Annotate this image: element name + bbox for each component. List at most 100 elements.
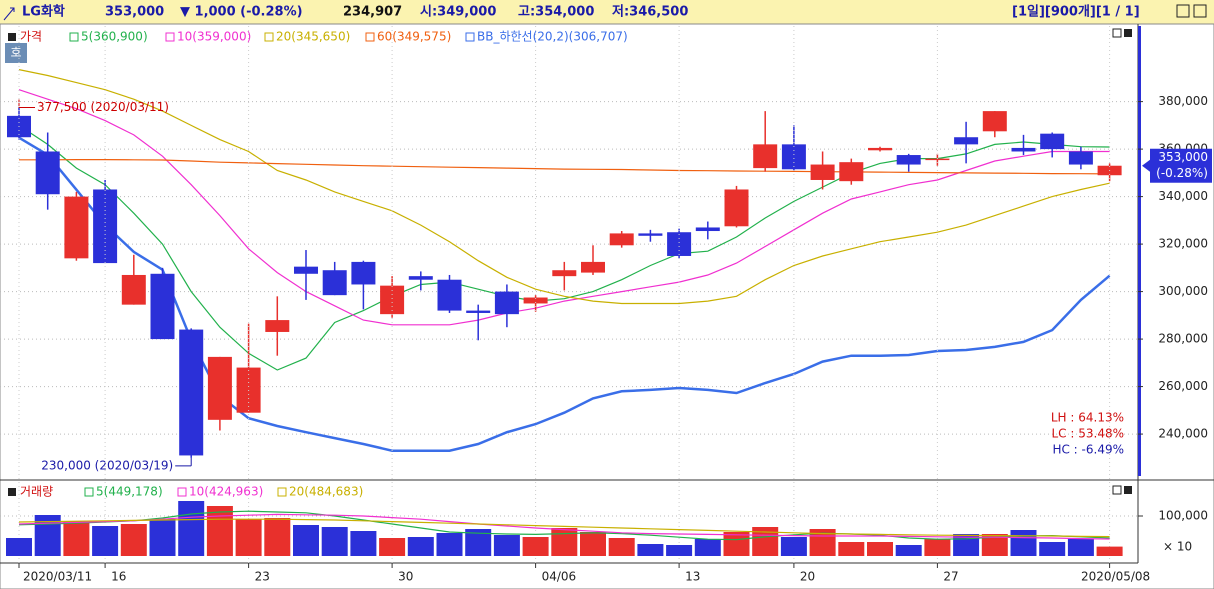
pane-button[interactable] (1124, 29, 1132, 37)
x-tick-label: 2020/05/08 (1081, 570, 1150, 584)
y-tick-label: 380,000 (1158, 94, 1208, 108)
legend-title: 가격 (20, 30, 42, 44)
volume-bar (637, 544, 664, 556)
volume-bar (264, 518, 291, 556)
volume-bar (235, 519, 262, 556)
open: 시:349,000 (420, 5, 496, 20)
ma-line (18, 124, 1110, 371)
volume-bar (666, 545, 693, 556)
legend-icon (177, 487, 187, 497)
candle-body (64, 196, 89, 259)
ask-button[interactable] (5, 43, 27, 63)
legend-icon (8, 33, 16, 41)
legend-icon (8, 488, 16, 496)
candle-body (810, 164, 835, 180)
x-tick-label: 27 (943, 570, 958, 584)
candle-body (724, 189, 749, 227)
x-tick-label: 04/06 (542, 570, 577, 584)
low-marker (175, 457, 192, 467)
ma-line (18, 89, 1110, 326)
legend-entry: BB_하한선(20,2)(306,707) (477, 30, 628, 44)
volume-bar (867, 542, 893, 556)
candle-body (781, 144, 806, 170)
volume-bar (407, 537, 434, 556)
candle-body (581, 261, 605, 273)
high-label: 377,500 (2020/03/11) (37, 100, 169, 114)
candle-body (839, 162, 864, 182)
candle-body (466, 310, 491, 313)
y-tick-label: 100,000 (1158, 509, 1208, 523)
volume-bar (723, 532, 750, 556)
range-stat: LC : 53.48% (1052, 427, 1125, 441)
legend-icon (277, 487, 287, 497)
header-bar (0, 0, 1214, 24)
legend-icon (165, 32, 175, 42)
chart-icon[interactable] (3, 7, 15, 21)
legend-icon (69, 32, 79, 42)
volume-bar (522, 537, 549, 556)
candle-body (954, 137, 979, 145)
legend-entry: 5(360,900) (81, 30, 148, 44)
legend-icon (264, 32, 274, 42)
candle-body (35, 151, 60, 195)
volume-bar (838, 542, 865, 556)
volume-bar (206, 506, 233, 556)
volume-bar (6, 538, 32, 556)
candle-body (380, 285, 405, 315)
candle-body (896, 155, 921, 165)
pane-button[interactable] (1112, 485, 1122, 495)
volume-bar (895, 545, 922, 556)
price-tag (1150, 148, 1212, 183)
ma-line (18, 69, 1110, 305)
price: 353,000 (105, 5, 164, 20)
x-tick-label: 20 (800, 570, 815, 584)
candle-body (753, 144, 778, 169)
frame (0, 23, 1214, 589)
high: 고:354,000 (518, 5, 594, 20)
low-label: 230,000 (2020/03/19) (41, 458, 173, 472)
volume-bar (379, 538, 406, 556)
volume-scale-label: × 10 (1163, 540, 1192, 554)
controls[interactable]: [1일][900개][1 / 1] (1012, 5, 1140, 20)
y-tick-label: 300,000 (1158, 284, 1208, 298)
ask-button-label: 호 (10, 46, 21, 60)
pane-button[interactable] (1112, 28, 1122, 38)
change: ▼ 1,000 (-0.28%) (180, 5, 303, 20)
volume-bar (293, 525, 319, 556)
volume-bar (551, 528, 578, 556)
candle-body (695, 227, 720, 232)
candle-body (552, 270, 577, 277)
candle-body (265, 320, 290, 332)
volume-bar (953, 534, 980, 556)
legend-title: 거래량 (20, 485, 53, 499)
candle-body (1040, 133, 1065, 150)
range-stat: HC : -6.49% (1052, 443, 1124, 457)
candle-body (179, 329, 204, 456)
high-marker (18, 99, 35, 109)
legend-entry: 10(359,000) (177, 30, 251, 44)
legend-icon (365, 32, 375, 42)
restore-button[interactable] (1176, 4, 1190, 18)
price-tag-value: 353,000 (1158, 150, 1208, 164)
volume-bar (580, 532, 606, 556)
candle-body (868, 147, 892, 151)
volume: 234,907 (343, 5, 402, 20)
volume-bar (1096, 546, 1123, 556)
x-tick-label: 13 (685, 570, 700, 584)
candle-body (638, 233, 663, 236)
pane-buttons (1112, 28, 1132, 495)
volume-bar (436, 533, 463, 556)
candle-body (437, 279, 462, 311)
pane-button[interactable] (1124, 486, 1132, 494)
y-tick-label: 320,000 (1158, 237, 1208, 251)
candle-body (1068, 151, 1093, 165)
volume-bar (1010, 530, 1037, 556)
ma-line (18, 510, 1110, 541)
volume-bar (149, 519, 176, 556)
candle-body (494, 291, 519, 315)
y-tick-label: 240,000 (1158, 427, 1208, 441)
close-button[interactable] (1193, 4, 1207, 18)
volume-bar (178, 501, 205, 556)
y-tick-label: 260,000 (1158, 379, 1208, 393)
